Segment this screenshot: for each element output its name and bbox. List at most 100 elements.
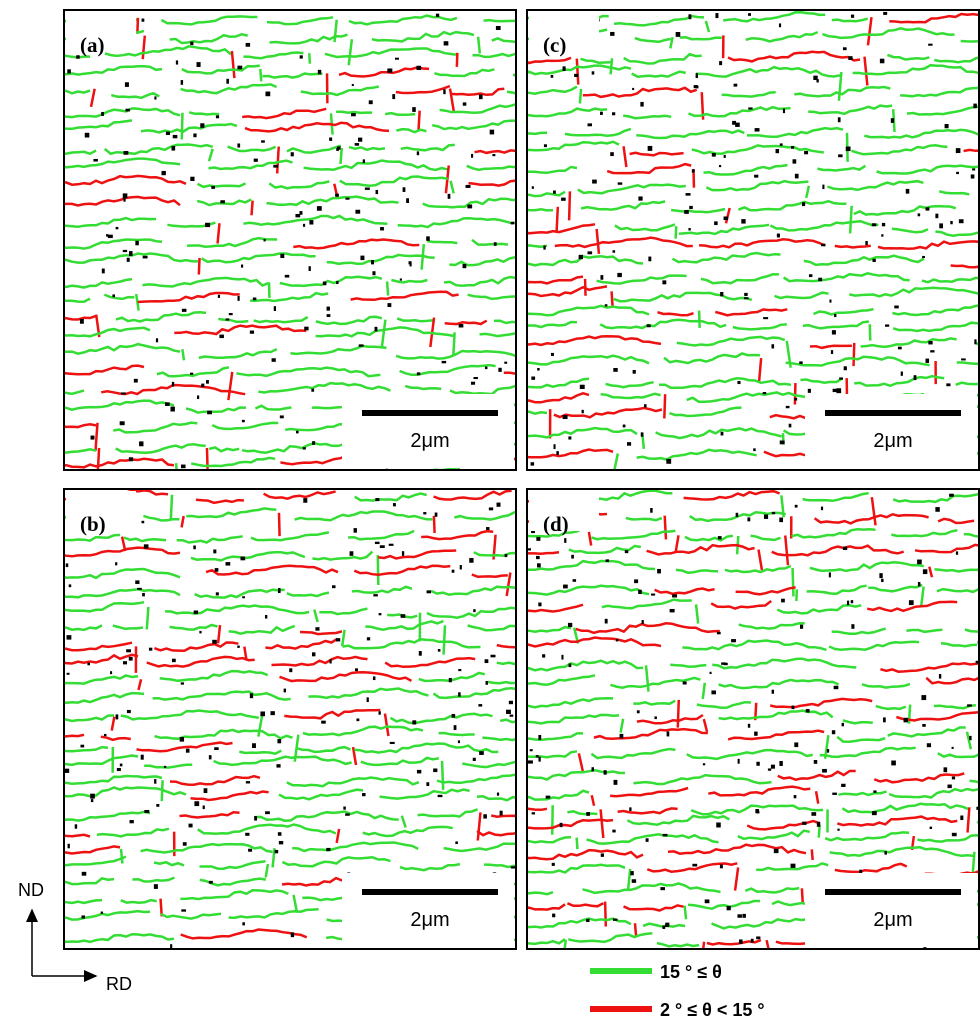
low-angle-point <box>473 758 476 761</box>
low-angle-point <box>295 214 300 217</box>
low-angle-point <box>846 147 851 152</box>
low-angle-point <box>947 785 951 789</box>
low-angle-point <box>780 143 783 146</box>
low-angle-point <box>165 402 170 406</box>
low-angle-point <box>226 562 231 565</box>
low-angle-point <box>359 344 364 346</box>
low-angle-point <box>637 710 640 713</box>
low-angle-point <box>312 652 315 656</box>
low-angle-point <box>666 459 671 464</box>
low-angle-point <box>625 550 628 553</box>
low-angle-point <box>881 234 883 236</box>
low-angle-point <box>142 593 145 596</box>
low-angle-point <box>974 339 976 344</box>
low-angle-point <box>564 538 566 543</box>
low-angle-point <box>662 926 665 929</box>
low-angle-point <box>777 234 780 238</box>
low-angle-point <box>532 812 535 814</box>
low-angle-point <box>123 198 125 202</box>
low-angle-point <box>510 715 514 717</box>
low-angle-point <box>755 809 759 813</box>
low-angle-point <box>654 716 656 719</box>
low-angle-point <box>927 743 931 747</box>
low-angle-point <box>110 671 112 674</box>
low-angle-point <box>640 102 643 107</box>
low-angle-point <box>276 764 280 767</box>
low-angle-point <box>90 794 95 799</box>
low-angle-point <box>433 768 437 772</box>
low-angle-point <box>229 313 233 315</box>
low-angle-point <box>216 592 219 595</box>
low-angle-point <box>808 389 811 393</box>
low-angle-point <box>81 915 85 918</box>
low-angle-point <box>467 205 472 209</box>
low-angle-point <box>838 117 841 122</box>
low-angle-point <box>711 690 716 694</box>
low-angle-point <box>351 113 356 116</box>
low-angle-point <box>719 165 721 167</box>
boundary <box>854 343 855 366</box>
low-angle-point <box>401 614 406 618</box>
low-angle-point <box>483 814 487 818</box>
low-angle-point <box>274 306 276 311</box>
low-angle-point <box>542 654 545 657</box>
low-angle-point <box>139 441 143 446</box>
low-angle-point <box>604 770 607 774</box>
low-angle-point <box>930 350 934 352</box>
low-angle-point <box>686 193 691 196</box>
low-angle-point <box>748 13 751 16</box>
low-angle-point <box>614 780 618 785</box>
low-angle-point <box>416 66 421 70</box>
low-angle-point <box>781 599 785 603</box>
low-angle-point <box>923 569 927 574</box>
low-angle-point <box>193 545 196 549</box>
low-angle-point <box>771 344 774 348</box>
low-angle-point <box>817 822 820 827</box>
low-angle-point <box>531 462 535 465</box>
low-angle-point <box>275 850 279 853</box>
low-angle-point <box>882 223 885 226</box>
low-angle-point <box>676 32 681 37</box>
low-angle-point <box>712 153 716 157</box>
low-angle-point <box>498 368 501 372</box>
low-angle-point <box>379 613 382 615</box>
low-angle-point <box>586 812 590 816</box>
low-angle-point <box>618 182 623 184</box>
low-angle-point <box>156 338 158 342</box>
low-angle-point <box>641 432 644 436</box>
low-angle-point <box>312 441 315 445</box>
low-angle-point <box>194 801 199 806</box>
low-angle-point <box>500 811 503 816</box>
low-angle-point <box>833 389 837 392</box>
low-angle-point <box>537 368 539 371</box>
low-angle-point <box>556 451 558 455</box>
low-angle-point <box>154 96 156 99</box>
low-angle-point <box>246 43 250 47</box>
low-angle-point <box>264 239 266 242</box>
boundary <box>569 191 570 220</box>
low-angle-point <box>121 392 126 394</box>
low-angle-point <box>536 537 540 541</box>
low-angle-point <box>469 558 473 563</box>
low-angle-point <box>112 294 115 297</box>
low-angle-point <box>600 112 603 115</box>
low-angle-point <box>104 734 107 736</box>
boundary <box>434 516 435 533</box>
boundary <box>418 111 419 131</box>
low-angle-point <box>265 92 270 97</box>
low-angle-point <box>794 742 798 747</box>
low-angle-point <box>612 830 615 833</box>
low-angle-point <box>623 425 626 428</box>
low-angle-point <box>116 227 119 229</box>
low-angle-point <box>237 143 240 147</box>
low-angle-point <box>442 361 447 363</box>
low-angle-point <box>108 235 113 238</box>
low-angle-point <box>795 174 799 179</box>
low-angle-point <box>216 115 219 118</box>
low-angle-point <box>206 380 209 384</box>
low-angle-point <box>551 353 554 356</box>
low-angle-point <box>444 41 449 45</box>
low-angle-point <box>438 795 443 797</box>
boundary <box>98 448 99 471</box>
low-angle-point <box>802 822 806 825</box>
